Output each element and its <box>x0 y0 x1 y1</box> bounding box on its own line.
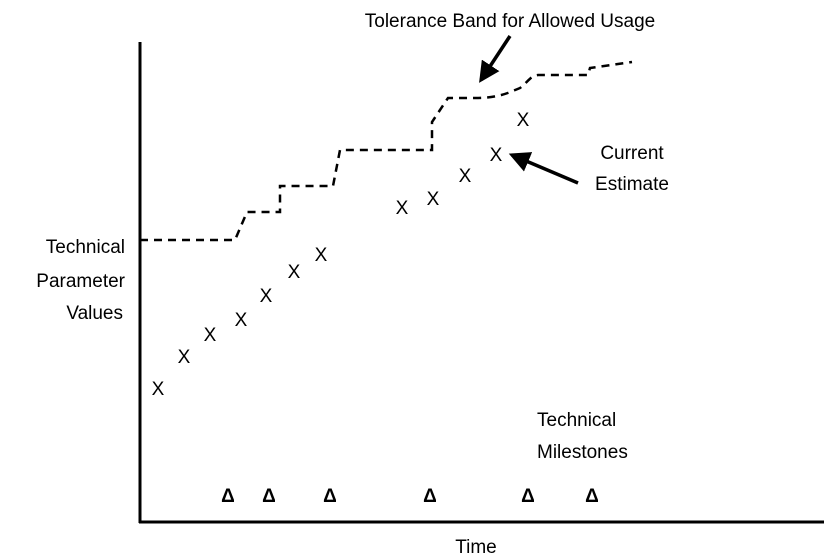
estimate-mark: X <box>315 245 328 266</box>
band-arrow <box>479 35 512 83</box>
milestone-mark: Δ <box>423 486 437 507</box>
milestones-label: Technical <box>537 410 616 431</box>
milestone-mark: Δ <box>323 486 337 507</box>
estimate-label: Current <box>600 143 664 164</box>
y-axis-label: Technical <box>46 237 125 258</box>
estimate-label: Estimate <box>595 174 669 195</box>
estimate-mark: X <box>288 262 301 283</box>
estimate-mark: X <box>517 110 530 131</box>
estimate-mark: X <box>260 286 273 307</box>
milestone-mark: Δ <box>521 486 535 507</box>
estimate-mark: X <box>204 325 217 346</box>
milestones-label: Milestones <box>537 442 628 463</box>
milestone-mark: Δ <box>585 486 599 507</box>
estimate-mark: X <box>178 347 191 368</box>
estimate-mark: X <box>235 310 248 331</box>
estimate-mark: X <box>396 198 409 219</box>
estimate-mark: X <box>427 189 440 210</box>
estimate-mark: X <box>459 166 472 187</box>
estimate-mark: X <box>490 145 503 166</box>
x-axis-label: Time <box>455 537 497 558</box>
band-label: Tolerance Band for Allowed Usage <box>365 11 655 32</box>
y-axis-label: Values <box>66 303 123 324</box>
milestone-mark: Δ <box>221 486 235 507</box>
estimate-arrow <box>508 152 579 185</box>
y-axis-label: Parameter <box>36 271 125 292</box>
tolerance-band <box>140 60 633 242</box>
milestone-mark: Δ <box>262 486 276 507</box>
estimate-mark: X <box>152 379 165 400</box>
